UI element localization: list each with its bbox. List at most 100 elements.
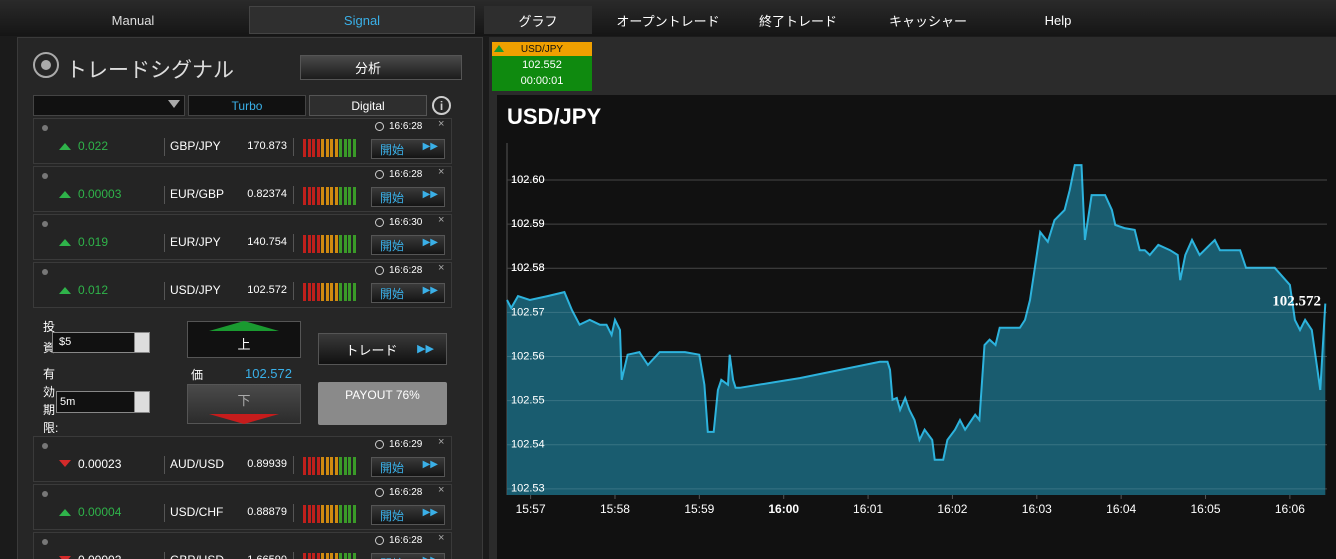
direction-arrow <box>59 239 71 246</box>
meter-bar <box>348 235 351 253</box>
start-button[interactable]: 開始▶▶ <box>371 553 445 559</box>
meter-bar <box>348 553 351 559</box>
y-tick-label: 102.55 <box>511 395 545 407</box>
separator <box>164 234 165 252</box>
nav-tab[interactable]: Manual <box>111 12 155 28</box>
strength-meter <box>303 457 357 475</box>
trade-arrows: ▶▶ <box>417 343 434 355</box>
close-icon[interactable]: × <box>438 118 445 130</box>
strength-meter <box>303 235 357 253</box>
pair: GBP/JPY <box>170 139 221 153</box>
meter-bar <box>334 283 338 301</box>
close-icon[interactable]: × <box>438 532 445 544</box>
nav-tab[interactable]: 終了トレード <box>758 13 837 29</box>
trade-button[interactable]: トレード ▶▶ <box>318 333 447 365</box>
close-icon[interactable]: × <box>438 484 445 496</box>
clock-icon <box>375 122 384 131</box>
filter-tab[interactable]: Digital <box>309 95 427 116</box>
panel-title: トレードシグナル <box>66 59 234 82</box>
meter-bar <box>334 139 338 157</box>
separator <box>293 234 294 252</box>
y-tick-label: 102.58 <box>511 262 545 274</box>
meter-bar <box>352 283 356 301</box>
meter-bar <box>307 505 311 523</box>
close-icon[interactable]: × <box>438 262 445 274</box>
direction-arrow <box>59 509 71 516</box>
nav-tab[interactable]: キャッシャー <box>888 13 967 29</box>
y-tick-label: 102.60 <box>511 174 545 186</box>
separator <box>293 186 294 204</box>
y-tick-label: 102.60 <box>511 174 545 186</box>
meter-bar <box>312 187 315 205</box>
start-button[interactable]: 開始▶▶ <box>371 283 445 303</box>
nav-tab-active[interactable]: Signal <box>249 6 475 34</box>
meter-bar <box>352 187 356 205</box>
start-button[interactable]: 開始▶▶ <box>371 505 445 525</box>
meter-bar <box>343 283 347 301</box>
time: 16:6:28 <box>389 169 423 180</box>
meter-bar <box>312 139 315 157</box>
meter-bar <box>334 235 338 253</box>
x-tick-label: 16:05 <box>1191 502 1221 516</box>
meter-bar <box>343 505 347 523</box>
start-button[interactable]: 開始▶▶ <box>371 457 445 477</box>
start-button[interactable]: 開始▶▶ <box>371 187 445 207</box>
meter-bar <box>312 553 315 559</box>
filter-tab[interactable]: Turbo <box>188 95 306 116</box>
info-icon[interactable]: i <box>432 96 451 115</box>
expiry-input[interactable]: 5m <box>56 391 150 413</box>
x-tick-label: 16:04 <box>1106 502 1136 516</box>
meter-bar <box>325 139 329 157</box>
meter-bar <box>339 457 342 475</box>
close-icon[interactable]: × <box>438 436 445 448</box>
select-arrow[interactable] <box>134 392 149 412</box>
close-icon[interactable]: × <box>438 166 445 178</box>
meter-bar <box>316 235 320 253</box>
ticker-body[interactable] <box>492 56 592 91</box>
ticker-timer: 00:00:01 <box>520 75 564 87</box>
meter-bar <box>343 553 347 559</box>
trade-form: 投資: $5 有効期限: 5m 上価 102.572 下トレード ▶▶ PAYOUT 76% <box>33 309 452 435</box>
payout: PAYOUT 76% <box>318 382 447 425</box>
time: 16:6:29 <box>389 439 423 450</box>
start-arrows: ▶▶ <box>422 507 438 518</box>
clock-icon <box>375 536 384 545</box>
change: 0.00003 <box>78 187 122 201</box>
status-dot <box>42 491 48 497</box>
up-arrow <box>209 321 279 331</box>
ticker-header[interactable]: USD/JPY <box>492 42 592 56</box>
price: 140.754 <box>247 236 287 248</box>
strength-meter <box>303 553 357 559</box>
close-icon[interactable]: × <box>438 214 445 226</box>
meter-bar <box>330 505 333 523</box>
price-line <box>506 164 1327 461</box>
price: 1.66590 <box>224 554 287 559</box>
start-arrows: ▶▶ <box>422 237 438 248</box>
ticker-price: 102.552 <box>522 59 562 71</box>
meter-bar <box>339 283 342 301</box>
expiry-label: 有効期限: <box>43 367 58 433</box>
start-arrows: ▶▶ <box>423 555 438 559</box>
direction-arrow <box>59 143 71 150</box>
meter-bar <box>352 553 356 559</box>
analyze-button[interactable]: 分析 <box>300 55 462 80</box>
invest-input[interactable]: $5 <box>52 332 150 353</box>
meter-bar <box>343 457 347 475</box>
start-button[interactable]: 開始▶▶ <box>371 235 445 255</box>
nav-tab-active[interactable]: グラフ <box>484 6 592 34</box>
signal-row: 0.00004 USD/CHF 0.88879 16:6:28 × 開始 ▶▶ <box>33 484 452 530</box>
dropdown[interactable] <box>33 95 185 116</box>
status-dot <box>42 269 48 275</box>
meter-bar <box>352 235 356 253</box>
signal-row: 0.019 EUR/JPY 140.754 16:6:30 × 開始 ▶▶ <box>33 214 452 260</box>
change: 0.00002 <box>78 553 121 559</box>
select-arrow[interactable] <box>134 333 149 352</box>
meter-bar <box>339 235 342 253</box>
nav-tab[interactable]: Help <box>1044 12 1072 28</box>
change: 0.00004 <box>78 505 122 519</box>
nav-tab[interactable]: オープントレード <box>616 13 720 29</box>
strength-meter <box>303 139 357 157</box>
start-button[interactable]: 開始▶▶ <box>371 139 445 159</box>
